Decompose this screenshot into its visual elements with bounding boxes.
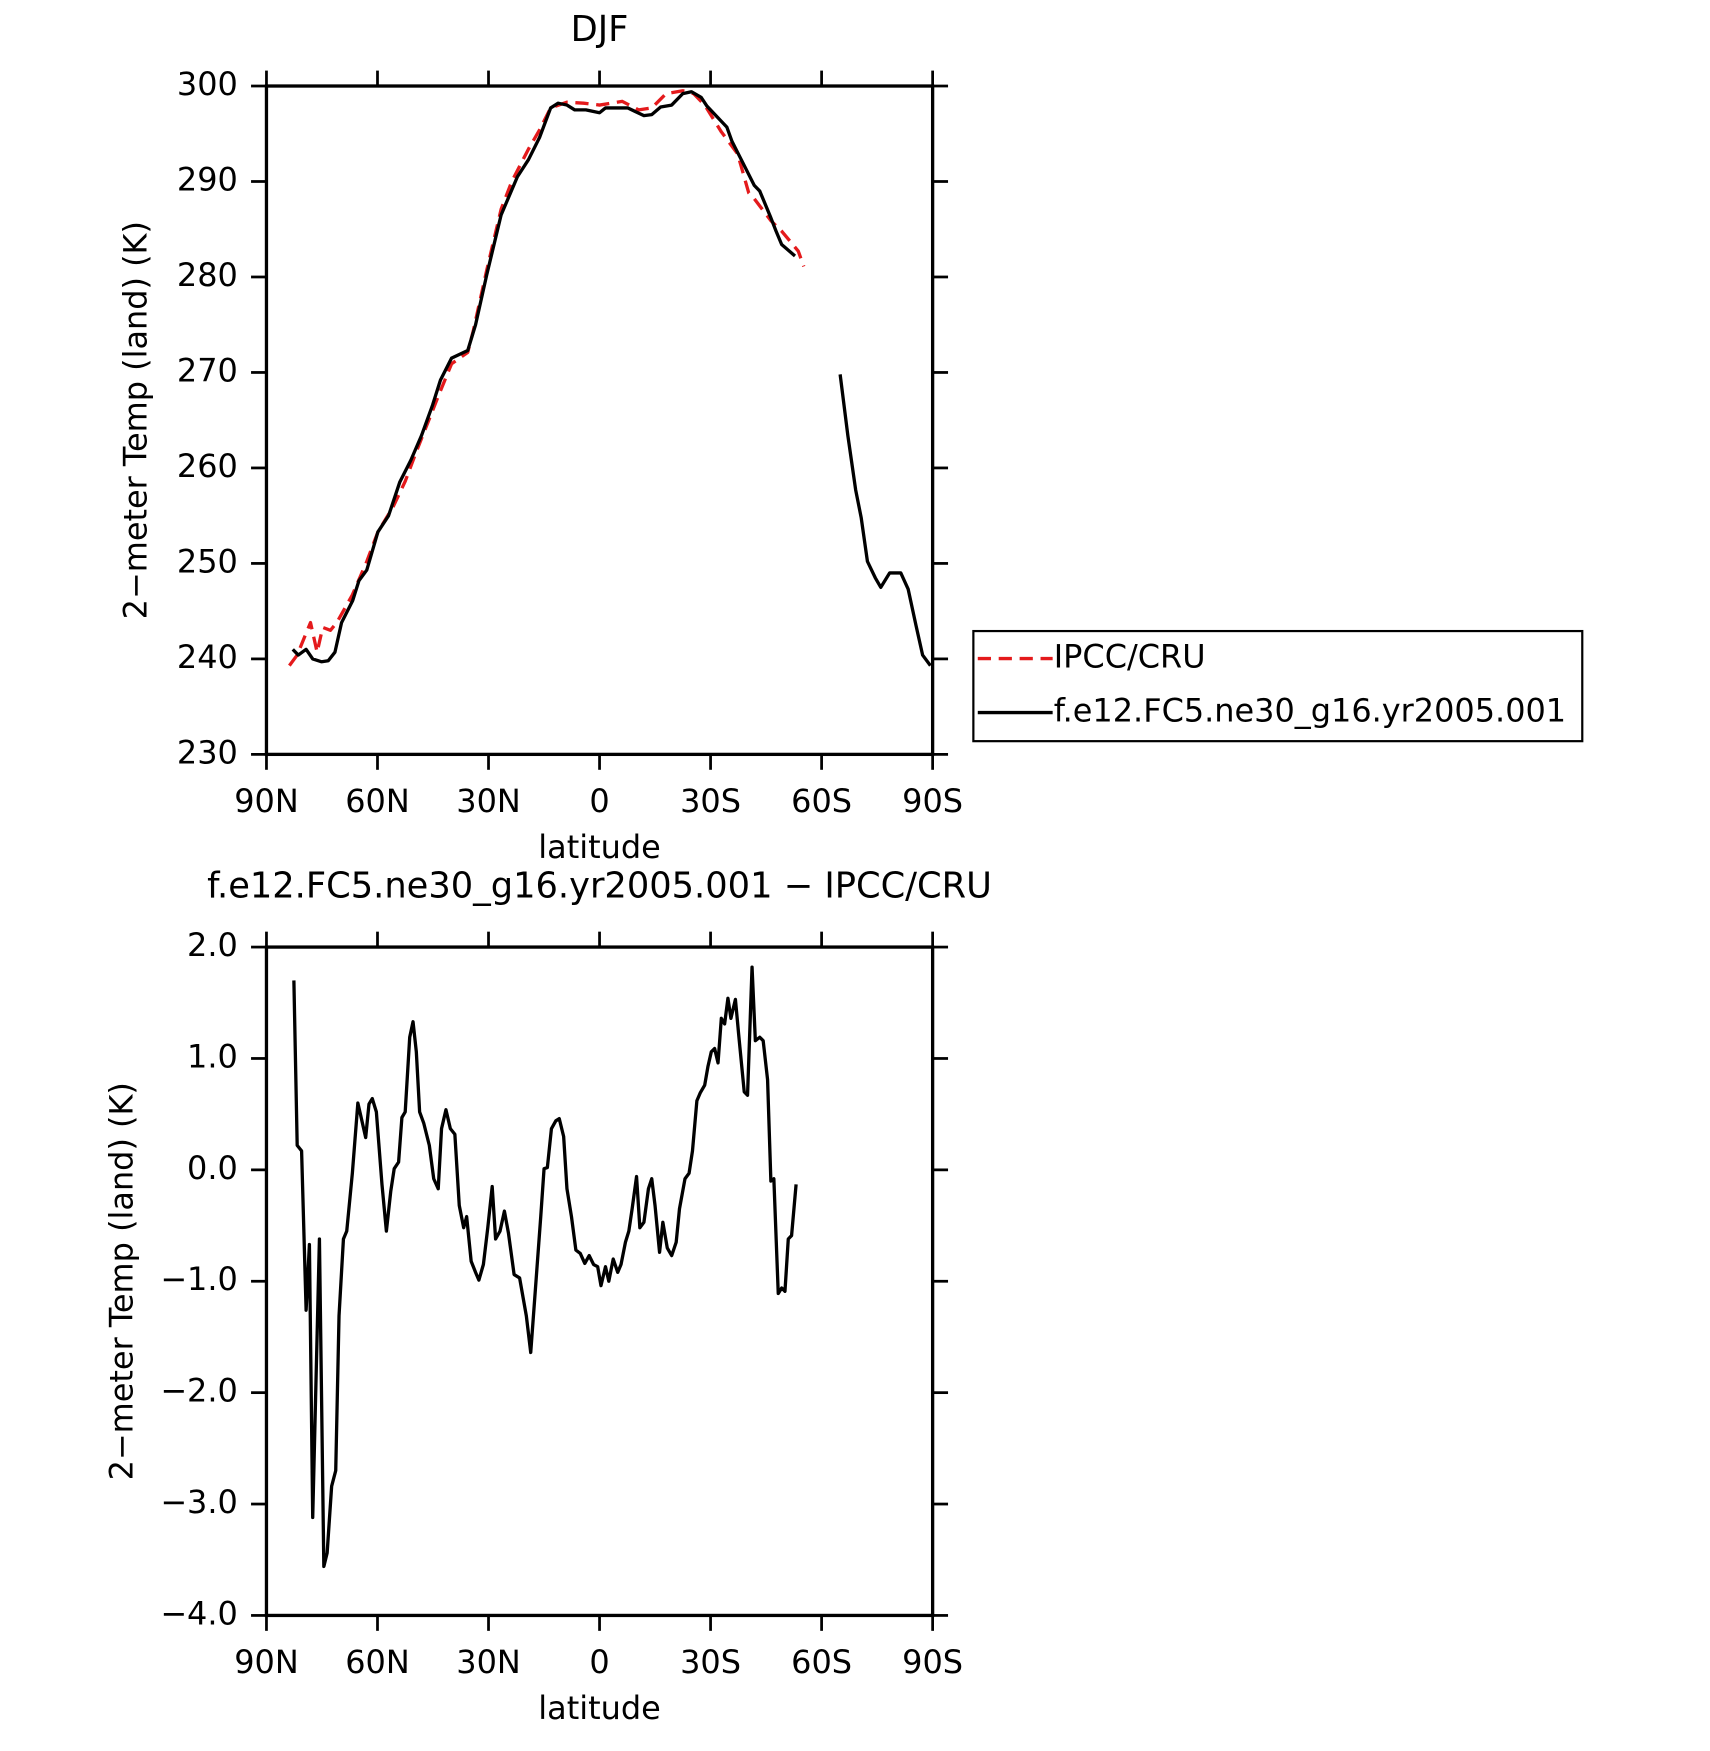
y-tick-label: −3.0 <box>160 1483 238 1521</box>
x-tick-label: 0 <box>589 1643 609 1681</box>
plot-frame <box>264 945 935 1618</box>
x-tick-label: 90S <box>902 782 963 820</box>
series-line <box>288 89 806 667</box>
y-tick-label: −1.0 <box>160 1260 238 1298</box>
plot-frame <box>264 84 935 757</box>
x-tick-label: 60S <box>791 782 852 820</box>
x-tick-label: 60S <box>791 1643 852 1681</box>
y-tick-label: −4.0 <box>160 1594 238 1632</box>
y-tick-label: 250 <box>177 542 238 580</box>
x-tick-label: 90S <box>902 1643 963 1681</box>
y-axis-label: 2−meter Temp (land) (K) <box>102 1082 140 1480</box>
series-line <box>291 90 932 667</box>
y-tick-label: 2.0 <box>187 926 238 964</box>
y-tick-label: 240 <box>177 638 238 676</box>
x-tick-label: 90N <box>234 1643 299 1681</box>
x-tick-label: 30S <box>680 782 741 820</box>
x-axis-label: latitude <box>538 1689 660 1727</box>
diff-line <box>292 965 798 1569</box>
x-tick-label: 30N <box>456 782 521 820</box>
y-axis-label: 2−meter Temp (land) (K) <box>117 221 155 619</box>
x-tick-label: 60N <box>345 782 410 820</box>
x-tick-label: 60N <box>345 1643 410 1681</box>
y-tick-label: 270 <box>177 351 238 389</box>
y-tick-label: −2.0 <box>160 1372 238 1410</box>
y-tick-label: 1.0 <box>187 1037 238 1075</box>
y-tick-label: 230 <box>177 733 238 771</box>
chart-title: DJF <box>571 9 629 50</box>
y-tick-label: 300 <box>177 65 238 103</box>
legend-label: f.e12.FC5.ne30_g16.yr2005.001 <box>1054 692 1566 730</box>
y-tick-label: 290 <box>177 160 238 198</box>
legend-label: IPCC/CRU <box>1054 638 1206 676</box>
x-tick-label: 30N <box>456 1643 521 1681</box>
legend-frame <box>972 629 1584 743</box>
x-tick-label: 90N <box>234 782 299 820</box>
y-tick-label: 0.0 <box>187 1149 238 1187</box>
y-tick-label: 260 <box>177 447 238 485</box>
x-tick-label: 0 <box>589 782 609 820</box>
x-axis-label: latitude <box>538 828 660 866</box>
chart-title: f.e12.FC5.ne30_g16.yr2005.001 − IPCC/CRU <box>207 866 992 907</box>
x-tick-label: 30S <box>680 1643 741 1681</box>
y-tick-label: 280 <box>177 256 238 294</box>
